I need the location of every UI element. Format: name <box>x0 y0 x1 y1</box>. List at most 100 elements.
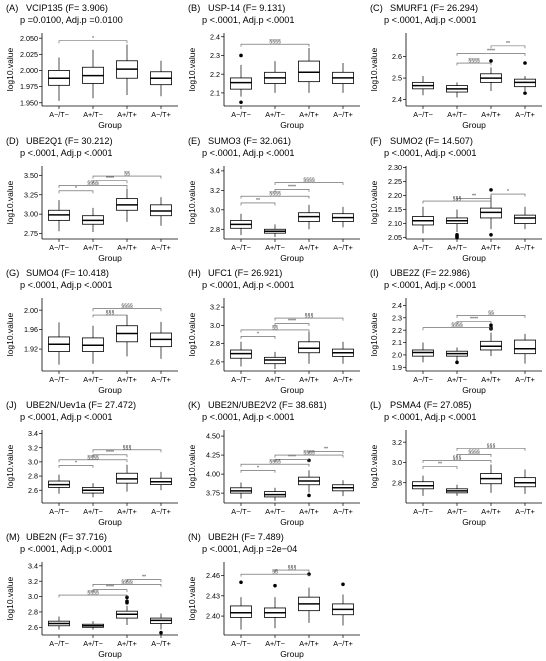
significance-label: §§§§ <box>303 178 315 184</box>
x-tick-label: A+/T+ <box>299 375 319 384</box>
box-group <box>150 321 172 359</box>
significance-label: §§§§ <box>451 323 463 329</box>
x-tick-label: A+/T+ <box>299 110 319 119</box>
chart-subtitle: p <.0001, Adj.p <.0001 <box>202 148 294 158</box>
outlier-point <box>489 323 493 328</box>
box-group <box>514 469 536 494</box>
y-tick-label: 2.6 <box>28 486 38 495</box>
significance-label: §§§§ <box>269 39 281 45</box>
y-tick-label: 2.8 <box>392 478 402 487</box>
box-group <box>82 621 104 630</box>
significance-label: * <box>92 36 94 42</box>
significance-bracket: * <box>490 189 526 197</box>
box-group <box>264 224 286 238</box>
y-tick-label: 1.975 <box>20 82 38 91</box>
outlier-point <box>523 91 527 95</box>
panel-label: (M) <box>6 532 20 542</box>
bracket-line <box>456 447 526 451</box>
bracket-line <box>308 450 344 454</box>
significance-bracket: ** <box>240 198 276 206</box>
box-group <box>230 53 252 105</box>
bracket-line <box>490 193 526 197</box>
x-tick-label: A+/T+ <box>299 507 319 516</box>
bracket-line <box>58 185 128 188</box>
y-tick-label: 3.4 <box>28 561 38 570</box>
x-tick-label: A−/T+ <box>515 110 535 119</box>
y-tick-label: 1.9 <box>392 363 402 372</box>
y-tick-label: 3.4 <box>210 166 220 175</box>
x-tick-label: A+/T+ <box>117 243 137 252</box>
significance-label: ** <box>506 41 510 47</box>
chart-subtitle: p <.0001, Adj.p =2e−04 <box>202 544 297 554</box>
significance-bracket: §§§ <box>92 445 162 453</box>
significance-bracket: * <box>240 465 276 473</box>
y-tick-label: 2.8 <box>210 225 220 234</box>
y-tick-label: 2.10 <box>388 219 402 228</box>
box-iqr <box>514 214 536 224</box>
box-group <box>48 57 70 101</box>
chart-subtitle: p <.0001, Adj.p <.0001 <box>202 280 294 290</box>
outlier-point <box>239 100 243 105</box>
significance-bracket: §§§§ <box>92 304 162 312</box>
y-axis-title: log10.value <box>187 576 197 620</box>
y-axis-title: log10.value <box>369 444 379 488</box>
significance-bracket: §§ <box>92 171 162 179</box>
box-iqr <box>298 341 320 354</box>
x-axis-title: Group <box>462 253 486 263</box>
box-group <box>150 471 172 491</box>
y-axis-title: log10.value <box>369 47 379 91</box>
box-group <box>332 480 354 497</box>
chart-subtitle: p <.0001, Adj.p <.0001 <box>202 412 294 422</box>
x-tick-label: A−/T− <box>413 243 433 252</box>
panel-label: (E) <box>188 136 200 146</box>
x-tick-label: A−/T− <box>413 375 433 384</box>
y-tick-label: 3.0 <box>210 205 220 214</box>
x-tick-label: A+/T− <box>265 639 285 648</box>
box-group <box>298 572 320 623</box>
y-tick-label: 2.00 <box>24 306 38 315</box>
bracket-line <box>240 336 276 339</box>
bracket-line <box>240 573 310 577</box>
outlier-point <box>489 188 493 192</box>
x-tick-label: A+/T+ <box>117 507 137 516</box>
significance-bracket: * <box>58 460 94 468</box>
y-tick-label: 4.25 <box>206 451 220 460</box>
significance-label: ** <box>438 462 442 468</box>
chart-panel: (I) UBE2Z (F= 22.986) p <.0001, Adj.p <.00… <box>369 268 542 395</box>
x-tick-label: A−/T+ <box>333 507 353 516</box>
significance-label: ** <box>256 198 260 204</box>
box-group <box>116 188 138 222</box>
significance-bracket: **** <box>274 455 310 463</box>
bracket-line <box>274 317 344 321</box>
panel-label: (C) <box>370 3 383 13</box>
y-tick-label: 2.30 <box>388 163 402 172</box>
significance-bracket: §§§ <box>274 565 310 573</box>
significance-label: §§§§ <box>269 459 281 465</box>
box-group <box>82 483 104 498</box>
significance-label: **** <box>487 48 495 54</box>
y-axis-title: log10.value <box>5 444 15 488</box>
x-tick-label: A+/T+ <box>481 243 501 252</box>
y-tick-label: 1.96 <box>24 325 38 334</box>
box-group <box>412 475 434 496</box>
significance-label: §§§ <box>106 310 115 316</box>
chart-panel: (J) UBE2N/Uev1a (F= 27.472) p <.0001, Adj.… <box>5 400 178 527</box>
x-tick-label: A+/T− <box>83 243 103 252</box>
box-group <box>480 464 502 493</box>
significance-label: **** <box>288 455 296 461</box>
significance-label: * <box>75 460 77 466</box>
significance-bracket: **** <box>274 319 310 327</box>
y-tick-label: 2.3 <box>210 51 220 60</box>
box-group <box>446 82 468 98</box>
x-tick-label: A−/T− <box>413 110 433 119</box>
y-tick-label: 4.00 <box>206 470 220 479</box>
x-axis-title: Group <box>280 120 304 130</box>
x-tick-label: A−/T+ <box>333 243 353 252</box>
box-group <box>82 49 104 99</box>
bracket-line <box>274 569 310 573</box>
outlier-point <box>455 360 459 365</box>
x-axis-title: Group <box>280 253 304 263</box>
y-tick-label: 2.15 <box>388 205 402 214</box>
x-tick-label: A+/T− <box>83 507 103 516</box>
significance-label: §§§§ <box>87 455 99 461</box>
